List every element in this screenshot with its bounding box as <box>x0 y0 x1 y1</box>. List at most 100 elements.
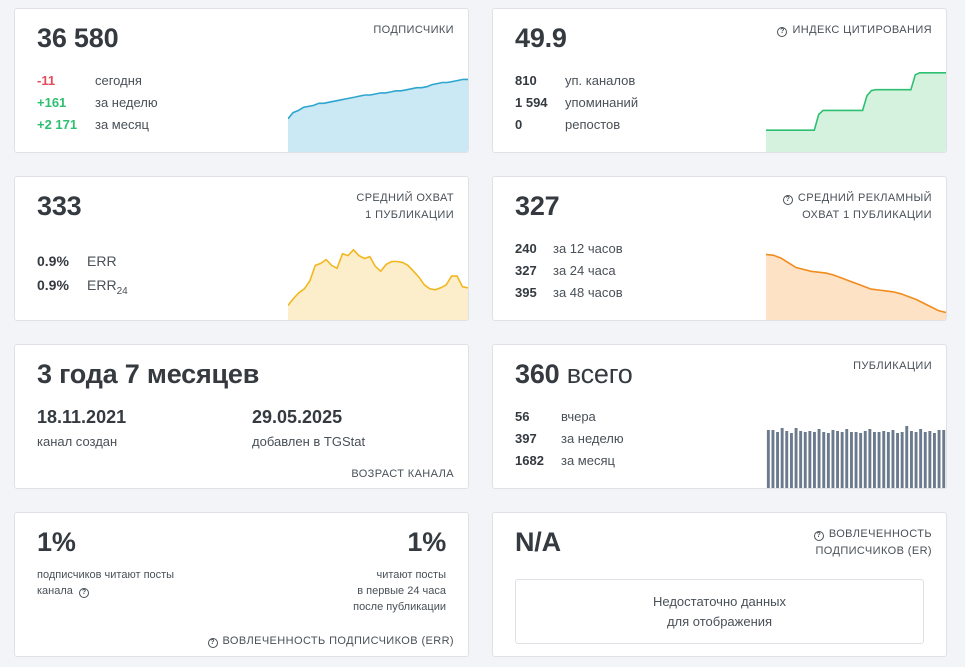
ad-reach-stats: 240 за 12 часов 327 за 24 часа 395 за 48 ча… <box>515 238 623 304</box>
publications-bar[interactable] <box>882 431 886 488</box>
citation-label[interactable]: ? индекс цитирования <box>777 22 932 39</box>
ad-reach-chart[interactable] <box>766 245 946 320</box>
stat-value: 810 <box>515 73 537 88</box>
stat-label: уп. каналов <box>565 73 636 88</box>
publications-bar[interactable] <box>891 430 895 488</box>
publications-bar[interactable] <box>776 432 779 488</box>
err-right-text-line: в первые 24 часа <box>357 585 446 597</box>
publications-bar[interactable] <box>840 432 844 488</box>
er-label-line: подписчиков (ER) <box>815 545 932 557</box>
stat-label: репостов <box>565 117 621 132</box>
reach-label-line: 1 публикации <box>365 209 454 221</box>
publications-bar[interactable] <box>937 430 941 488</box>
subscribers-value: 36 580 <box>37 23 119 53</box>
publications-bar[interactable] <box>771 430 775 488</box>
er-label[interactable]: ? вовлеченность подписчиков (ER) <box>813 526 932 560</box>
publications-bar[interactable] <box>799 431 803 488</box>
subscribers-chart[interactable] <box>288 67 468 152</box>
question-icon[interactable]: ? <box>813 531 824 541</box>
publications-label: публикации <box>853 360 932 372</box>
err-left-text: подписчиков читают посты канала ? <box>37 567 174 599</box>
age-card: 3 года 7 месяцев 18.11.2021 канал создан… <box>14 344 469 489</box>
added-date: 29.05.2025 <box>252 407 343 427</box>
publications-bar[interactable] <box>822 432 826 488</box>
publications-bar[interactable] <box>863 431 867 488</box>
publications-bar[interactable] <box>845 429 849 488</box>
publications-bar[interactable] <box>808 431 812 488</box>
stat-row: 327 за 24 часа <box>515 260 623 282</box>
publications-bar[interactable] <box>785 431 789 488</box>
publications-bar[interactable] <box>854 432 858 488</box>
added-label: добавлен в TGStat <box>252 434 366 449</box>
no-data-text: для отображения <box>666 614 773 629</box>
age-label: возраст канала <box>351 468 454 480</box>
err-label[interactable]: ? вовлеченность подписчиков (ERR) <box>207 635 454 648</box>
publications-value: 360 всего <box>515 359 633 390</box>
publications-bar[interactable] <box>877 432 881 488</box>
stat-value: -11 <box>37 73 56 88</box>
publications-bar[interactable] <box>803 432 807 488</box>
subscribers-card: 36 580 подписчики -11 сегодня +161 за неде… <box>14 8 469 153</box>
publications-bar[interactable] <box>900 432 904 488</box>
err-right-text-line: после публикации <box>353 601 446 613</box>
er-value: N/A <box>515 527 561 557</box>
publications-bar[interactable] <box>886 432 890 488</box>
publications-bar[interactable] <box>910 431 913 488</box>
stat-value: +2 171 <box>37 117 78 132</box>
err-row: 0.9% ERR24 <box>37 273 128 297</box>
publications-bar[interactable] <box>905 426 909 488</box>
stat-label: за месяц <box>561 453 615 468</box>
stat-value: 56 <box>515 409 530 424</box>
publications-bar[interactable] <box>817 429 821 488</box>
publications-bar[interactable] <box>826 433 830 488</box>
question-icon[interactable]: ? <box>78 588 89 598</box>
question-icon[interactable]: ? <box>777 27 788 37</box>
ad-reach-line <box>766 253 946 314</box>
er-card: N/A ? вовлеченность подписчиков (ER) Недос… <box>492 512 947 657</box>
err-label-text: вовлеченность подписчиков (ERR) <box>222 635 454 647</box>
err-label: ERR <box>87 277 117 293</box>
publications-bar[interactable] <box>766 430 770 488</box>
publications-bar[interactable] <box>794 428 798 488</box>
reach-line <box>288 248 468 306</box>
reach-chart[interactable] <box>288 240 468 320</box>
publications-bar[interactable] <box>868 429 872 488</box>
publications-bar[interactable] <box>896 433 899 488</box>
publications-bar[interactable] <box>919 429 923 488</box>
citation-area <box>766 72 946 152</box>
reach-value: 333 <box>37 191 82 221</box>
stat-value: 397 <box>515 431 537 446</box>
ad-reach-card: 327 ? средний рекламный охват 1 публикации… <box>492 176 947 321</box>
publications-bar[interactable] <box>873 432 876 488</box>
publications-bar[interactable] <box>859 433 863 488</box>
publications-bar[interactable] <box>831 430 835 488</box>
stat-row: 395 за 48 часов <box>515 282 623 304</box>
publications-bar[interactable] <box>780 428 784 488</box>
stat-label: за 12 часов <box>553 241 623 256</box>
stat-row: 1682 за месяц <box>515 450 624 472</box>
stat-value: 1682 <box>515 453 544 468</box>
publications-bar[interactable] <box>790 433 793 488</box>
publications-bar[interactable] <box>942 430 946 488</box>
err-left-text-line: подписчиков читают посты <box>37 569 175 581</box>
citation-value: 49.9 <box>515 23 567 53</box>
publications-bar[interactable] <box>813 432 816 488</box>
publications-bar[interactable] <box>850 432 853 488</box>
err-right-text-line: читают посты <box>376 569 446 581</box>
question-icon[interactable]: ? <box>782 195 793 205</box>
publications-stats: 56 вчера 397 за неделю 1682 за месяц <box>515 406 624 472</box>
created-date: 18.11.2021 <box>37 407 127 427</box>
citation-line <box>766 72 946 131</box>
publications-bar[interactable] <box>928 431 932 488</box>
ad-reach-area <box>766 254 946 320</box>
er-label-line: вовлеченность <box>828 528 932 540</box>
question-icon[interactable]: ? <box>207 638 218 648</box>
publications-bar[interactable] <box>914 432 918 488</box>
reach-err-stats: 0.9% ERR 0.9% ERR24 <box>37 249 128 297</box>
citation-chart[interactable] <box>766 57 946 152</box>
publications-bar[interactable] <box>923 432 927 488</box>
ad-reach-label[interactable]: ? средний рекламный охват 1 публикации <box>782 190 932 224</box>
publications-chart[interactable] <box>766 423 946 488</box>
publications-bar[interactable] <box>836 431 839 488</box>
publications-bar[interactable] <box>933 433 936 488</box>
